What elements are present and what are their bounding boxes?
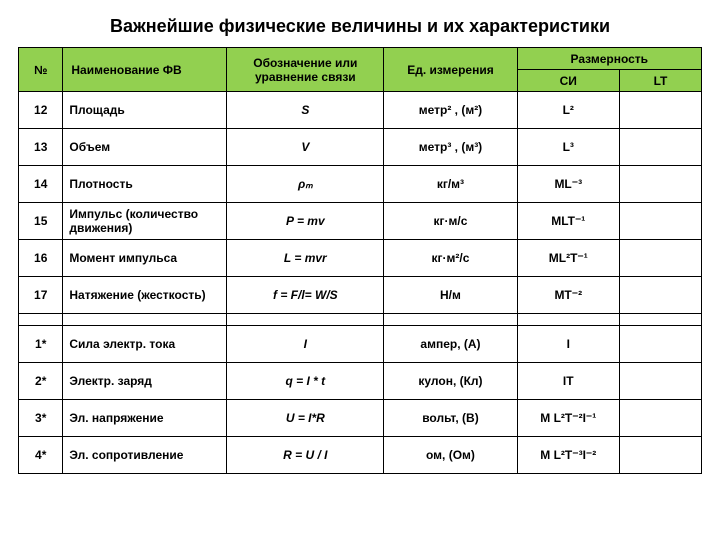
cell-eq: ρₘ (227, 166, 384, 203)
cell-name: Электр. заряд (63, 363, 227, 400)
cell-num: 15 (19, 203, 63, 240)
page-title: Важнейшие физические величины и их харак… (18, 12, 702, 47)
cell-num: 2* (19, 363, 63, 400)
cell-num: 14 (19, 166, 63, 203)
table-row: 12ПлощадьSметр² , (м²)L² (19, 92, 702, 129)
cell-num: 13 (19, 129, 63, 166)
cell-si: ML²T⁻¹ (517, 240, 619, 277)
table-header: № Наименование ФВ Обозначение или уравне… (19, 48, 702, 92)
spacer-cell (384, 314, 517, 326)
cell-eq: R = U / I (227, 437, 384, 474)
cell-si: I (517, 326, 619, 363)
cell-si: MT⁻² (517, 277, 619, 314)
cell-si: ML⁻³ (517, 166, 619, 203)
cell-eq: f = F/l= W/S (227, 277, 384, 314)
cell-si: M L²T⁻²I⁻¹ (517, 400, 619, 437)
physics-table: № Наименование ФВ Обозначение или уравне… (18, 47, 702, 474)
cell-eq: V (227, 129, 384, 166)
table-row: 3*Эл. напряжениеU = I*Rвольт, (В)M L²T⁻²… (19, 400, 702, 437)
cell-unit: кг/м³ (384, 166, 517, 203)
cell-lt (619, 240, 701, 277)
cell-num: 3* (19, 400, 63, 437)
table-row: 17Натяжение (жесткость)f = F/l= W/SН/мMT… (19, 277, 702, 314)
header-name: Наименование ФВ (63, 48, 227, 92)
cell-lt (619, 129, 701, 166)
cell-name: Сила электр. тока (63, 326, 227, 363)
cell-lt (619, 363, 701, 400)
cell-lt (619, 92, 701, 129)
cell-name: Эл. сопротивление (63, 437, 227, 474)
header-unit: Ед. измерения (384, 48, 517, 92)
cell-unit: вольт, (В) (384, 400, 517, 437)
table-row: 15Импульс (количество движения)P = mvкг·… (19, 203, 702, 240)
cell-unit: кг·м²/с (384, 240, 517, 277)
header-lt: LT (619, 70, 701, 92)
cell-unit: ампер, (А) (384, 326, 517, 363)
cell-eq: q = I * t (227, 363, 384, 400)
cell-lt (619, 166, 701, 203)
cell-si: MLT⁻¹ (517, 203, 619, 240)
cell-lt (619, 400, 701, 437)
cell-eq: U = I*R (227, 400, 384, 437)
cell-eq: L = mvr (227, 240, 384, 277)
cell-si: L² (517, 92, 619, 129)
spacer-cell (517, 314, 619, 326)
spacer-cell (19, 314, 63, 326)
spacer-cell (619, 314, 701, 326)
header-si: СИ (517, 70, 619, 92)
header-num: № (19, 48, 63, 92)
cell-si: IT (517, 363, 619, 400)
spacer-cell (227, 314, 384, 326)
table-row: 14Плотностьρₘкг/м³ML⁻³ (19, 166, 702, 203)
cell-si: M L²T⁻³I⁻² (517, 437, 619, 474)
page: Важнейшие физические величины и их харак… (0, 0, 720, 540)
cell-name: Импульс (количество движения) (63, 203, 227, 240)
cell-name: Объем (63, 129, 227, 166)
cell-eq: S (227, 92, 384, 129)
cell-name: Эл. напряжение (63, 400, 227, 437)
cell-lt (619, 277, 701, 314)
table-row: 13ОбъемVметр³ , (м³)L³ (19, 129, 702, 166)
table-row: 2*Электр. зарядq = I * tкулон, (Кл)IT (19, 363, 702, 400)
header-eq: Обозначение или уравнение связи (227, 48, 384, 92)
table-body: 12ПлощадьSметр² , (м²)L²13ОбъемVметр³ , … (19, 92, 702, 474)
table-row: 4*Эл. сопротивлениеR = U / Iом, (Ом)M L²… (19, 437, 702, 474)
spacer-cell (63, 314, 227, 326)
cell-eq: I (227, 326, 384, 363)
cell-unit: метр³ , (м³) (384, 129, 517, 166)
cell-unit: метр² , (м²) (384, 92, 517, 129)
table-row: 16Момент импульсаL = mvrкг·м²/сML²T⁻¹ (19, 240, 702, 277)
cell-unit: ом, (Ом) (384, 437, 517, 474)
table-row: 1*Сила электр. токаIампер, (А)I (19, 326, 702, 363)
cell-num: 16 (19, 240, 63, 277)
cell-num: 12 (19, 92, 63, 129)
cell-lt (619, 203, 701, 240)
cell-name: Площадь (63, 92, 227, 129)
cell-num: 1* (19, 326, 63, 363)
cell-num: 4* (19, 437, 63, 474)
spacer-row (19, 314, 702, 326)
cell-unit: кг·м/с (384, 203, 517, 240)
cell-name: Натяжение (жесткость) (63, 277, 227, 314)
cell-si: L³ (517, 129, 619, 166)
cell-name: Плотность (63, 166, 227, 203)
cell-unit: кулон, (Кл) (384, 363, 517, 400)
header-dim: Размерность (517, 48, 701, 70)
cell-eq: P = mv (227, 203, 384, 240)
cell-num: 17 (19, 277, 63, 314)
cell-unit: Н/м (384, 277, 517, 314)
cell-lt (619, 437, 701, 474)
cell-lt (619, 326, 701, 363)
cell-name: Момент импульса (63, 240, 227, 277)
